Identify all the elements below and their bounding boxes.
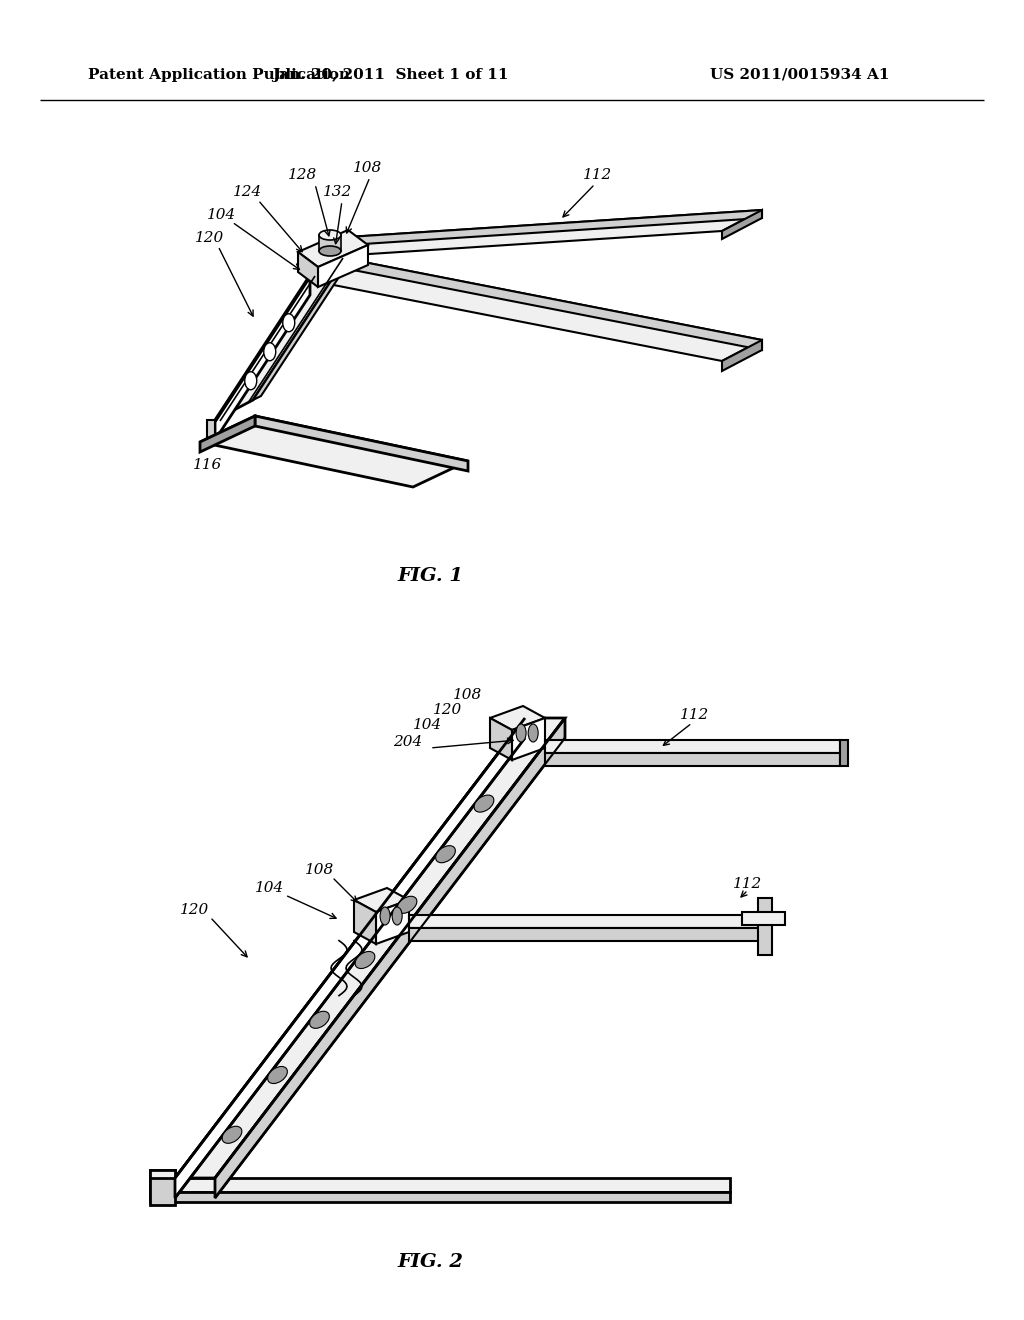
- Text: 112: 112: [733, 876, 763, 891]
- Ellipse shape: [222, 1126, 242, 1143]
- Polygon shape: [150, 1170, 175, 1177]
- Polygon shape: [545, 752, 840, 766]
- Text: 120: 120: [196, 231, 224, 246]
- Ellipse shape: [516, 723, 526, 742]
- Polygon shape: [215, 277, 310, 440]
- Polygon shape: [200, 416, 255, 451]
- Polygon shape: [742, 912, 785, 925]
- Text: 128: 128: [289, 168, 317, 182]
- Polygon shape: [318, 246, 368, 286]
- Text: 204: 204: [393, 735, 423, 748]
- Ellipse shape: [283, 314, 295, 331]
- Polygon shape: [298, 230, 368, 267]
- Text: 104: 104: [255, 880, 285, 895]
- Text: 104: 104: [208, 209, 237, 222]
- Ellipse shape: [392, 907, 402, 925]
- Text: 108: 108: [305, 863, 335, 876]
- Polygon shape: [175, 718, 565, 1177]
- Polygon shape: [215, 255, 348, 420]
- Ellipse shape: [435, 846, 456, 863]
- Ellipse shape: [355, 952, 375, 969]
- Polygon shape: [490, 718, 512, 760]
- Text: 104: 104: [414, 718, 442, 733]
- Polygon shape: [348, 259, 762, 350]
- Polygon shape: [308, 259, 762, 360]
- Text: 112: 112: [584, 168, 612, 182]
- Polygon shape: [200, 416, 468, 487]
- Ellipse shape: [319, 230, 341, 240]
- Ellipse shape: [528, 723, 539, 742]
- Text: 124: 124: [233, 185, 262, 199]
- Text: 120: 120: [180, 903, 210, 917]
- Text: Jan. 20, 2011  Sheet 1 of 11: Jan. 20, 2011 Sheet 1 of 11: [271, 69, 508, 82]
- Text: 120: 120: [433, 704, 463, 717]
- Ellipse shape: [397, 896, 417, 913]
- Polygon shape: [722, 341, 762, 371]
- Text: FIG. 2: FIG. 2: [397, 1253, 463, 1271]
- Ellipse shape: [319, 246, 341, 256]
- Ellipse shape: [264, 343, 275, 360]
- Polygon shape: [150, 1177, 730, 1192]
- Polygon shape: [758, 898, 772, 954]
- Ellipse shape: [245, 372, 257, 389]
- Text: 116: 116: [194, 458, 222, 473]
- Ellipse shape: [380, 907, 390, 925]
- Polygon shape: [319, 235, 341, 251]
- Text: US 2011/0015934 A1: US 2011/0015934 A1: [711, 69, 890, 82]
- Polygon shape: [840, 741, 848, 766]
- Ellipse shape: [474, 795, 494, 812]
- Polygon shape: [207, 420, 215, 440]
- Polygon shape: [354, 888, 409, 912]
- Polygon shape: [308, 210, 762, 257]
- Polygon shape: [253, 251, 356, 400]
- Polygon shape: [354, 900, 376, 944]
- Text: FIG. 1: FIG. 1: [397, 568, 463, 585]
- Text: Patent Application Publication: Patent Application Publication: [88, 69, 350, 82]
- Text: 108: 108: [353, 161, 383, 176]
- Polygon shape: [376, 900, 409, 944]
- Polygon shape: [490, 706, 545, 730]
- Polygon shape: [348, 210, 762, 246]
- Ellipse shape: [309, 1011, 330, 1028]
- Polygon shape: [409, 915, 760, 928]
- Ellipse shape: [267, 1067, 288, 1084]
- Polygon shape: [255, 416, 468, 471]
- Text: 112: 112: [680, 708, 710, 722]
- Polygon shape: [298, 252, 318, 286]
- Polygon shape: [150, 1170, 175, 1205]
- Polygon shape: [215, 718, 565, 1199]
- Polygon shape: [150, 1192, 730, 1203]
- Polygon shape: [175, 718, 525, 1199]
- Polygon shape: [722, 210, 762, 239]
- Polygon shape: [512, 718, 545, 760]
- Polygon shape: [409, 928, 760, 941]
- Text: 132: 132: [324, 185, 352, 199]
- Polygon shape: [545, 741, 840, 752]
- Text: 108: 108: [454, 688, 482, 702]
